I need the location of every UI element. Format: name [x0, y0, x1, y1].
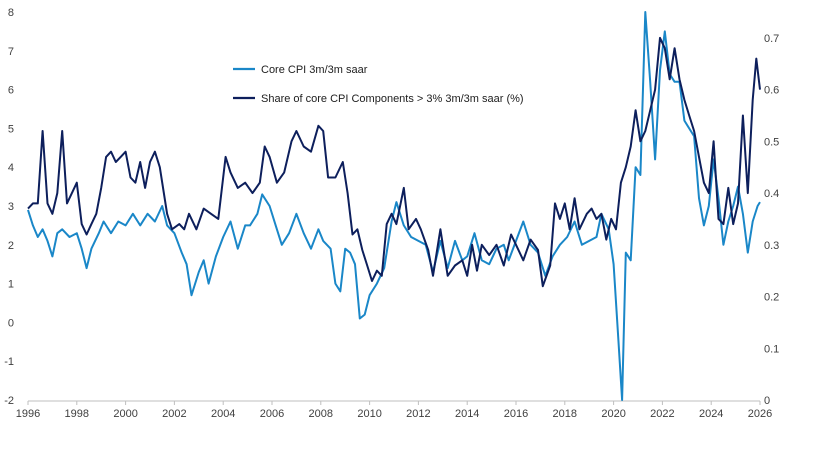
- y-right-tick-label: 0.6: [764, 85, 779, 97]
- x-tick-label: 2020: [601, 408, 625, 420]
- legend: Core CPI 3m/3m saar Share of core CPI Co…: [233, 64, 524, 105]
- x-tick-label: 2022: [650, 408, 674, 420]
- x-tick-label: 2008: [309, 408, 333, 420]
- series-line-share-components: [27, 36, 761, 288]
- y-left-tick-label: 8: [8, 7, 14, 19]
- x-tick-label: 2012: [406, 408, 430, 420]
- legend-label-share-components: Share of core CPI Components > 3% 3m/3m …: [261, 93, 524, 105]
- x-tick-label: 2004: [211, 408, 235, 420]
- y-left-tick-label: 6: [8, 85, 14, 97]
- y-left-tick-label: -2: [4, 395, 14, 407]
- y-right-tick-label: 0.1: [764, 343, 779, 355]
- x-tick-label: 2014: [455, 408, 479, 420]
- y-left-tick-label: 2: [8, 240, 14, 252]
- x-tick-label: 2026: [748, 408, 772, 420]
- x-tick-label: 2018: [553, 408, 577, 420]
- y-right-tick-label: 0: [764, 395, 770, 407]
- series-line-core-cpi: [27, 11, 761, 401]
- y-right-tick-label: 0.5: [764, 136, 779, 148]
- y-left-tick-label: 0: [8, 317, 14, 329]
- y-right-tick-label: 0.7: [764, 33, 779, 45]
- x-tick-label: 2010: [357, 408, 381, 420]
- y-right-tick-label: 0.3: [764, 240, 779, 252]
- x-tick-label: 2016: [504, 408, 528, 420]
- x-tick-label: 2006: [260, 408, 284, 420]
- x-tick-label: 2002: [162, 408, 186, 420]
- y-left-tick-label: 3: [8, 201, 14, 213]
- y-left-tick-label: 1: [8, 279, 14, 291]
- x-axis: 1996 1998 2000 2002 2004 2006 2008 2010 2012 2014…: [16, 400, 772, 420]
- y-left-tick-label: 4: [8, 162, 14, 174]
- y-left-tick-label: 5: [8, 123, 14, 135]
- y-axis-left: -2 -1 0 1 2 3 4 5 6 7 8: [4, 7, 14, 407]
- x-tick-label: 1998: [65, 408, 89, 420]
- x-tick-label: 1996: [16, 408, 40, 420]
- x-tick-label: 2024: [699, 408, 723, 420]
- x-tick-label: 2000: [113, 408, 137, 420]
- y-right-tick-label: 0.4: [764, 188, 779, 200]
- series-layer: [27, 11, 761, 401]
- y-left-tick-label: -1: [4, 356, 14, 368]
- y-axis-right: 0 0.1 0.2 0.3 0.4 0.5 0.6 0.7: [764, 33, 779, 407]
- y-left-tick-label: 7: [8, 46, 14, 58]
- legend-label-core-cpi: Core CPI 3m/3m saar: [261, 64, 368, 76]
- y-right-tick-label: 0.2: [764, 292, 779, 304]
